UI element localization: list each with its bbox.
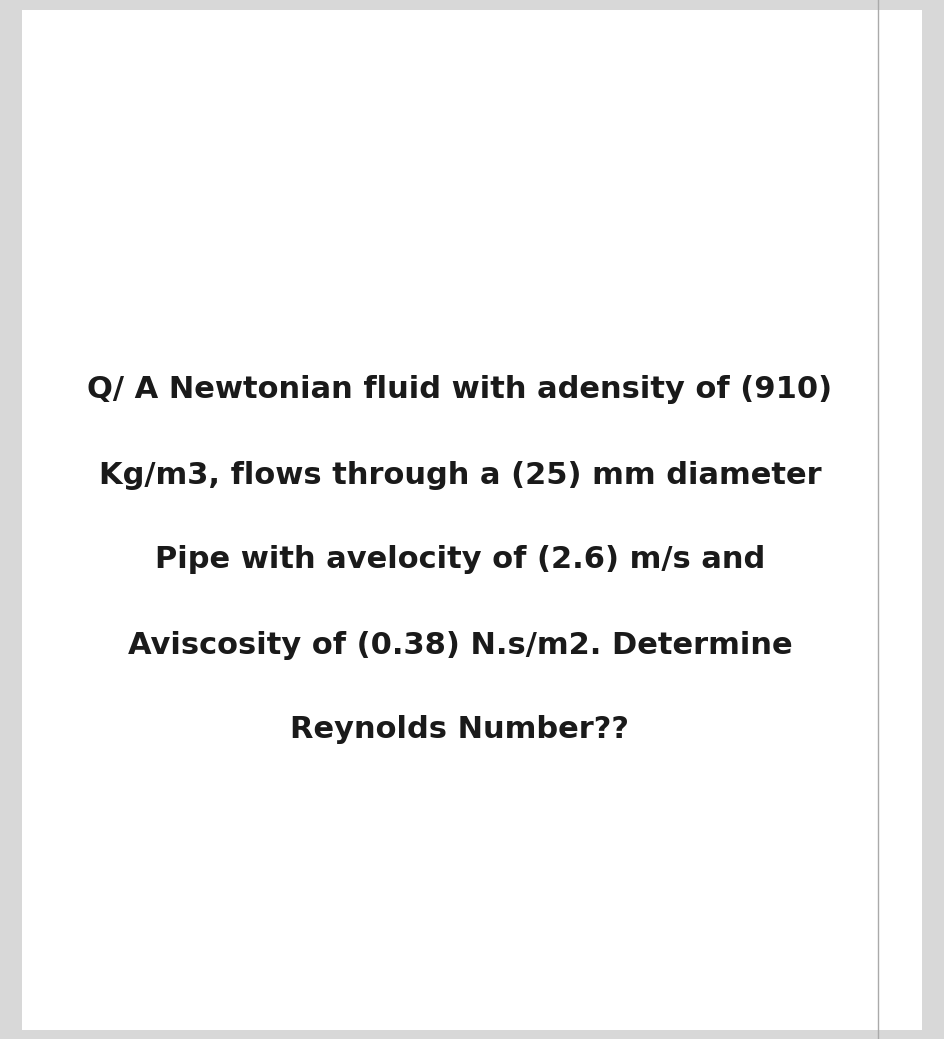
- Text: Pipe with avelocity of (2.6) m/s and: Pipe with avelocity of (2.6) m/s and: [155, 545, 766, 575]
- Text: Kg/m3, flows through a (25) mm diameter: Kg/m3, flows through a (25) mm diameter: [99, 460, 821, 489]
- Text: Reynolds Number??: Reynolds Number??: [291, 716, 630, 745]
- Text: Aviscosity of (0.38) N.s/m2. Determine: Aviscosity of (0.38) N.s/m2. Determine: [127, 631, 792, 660]
- Text: Q/ A Newtonian fluid with adensity of (910): Q/ A Newtonian fluid with adensity of (9…: [88, 375, 833, 404]
